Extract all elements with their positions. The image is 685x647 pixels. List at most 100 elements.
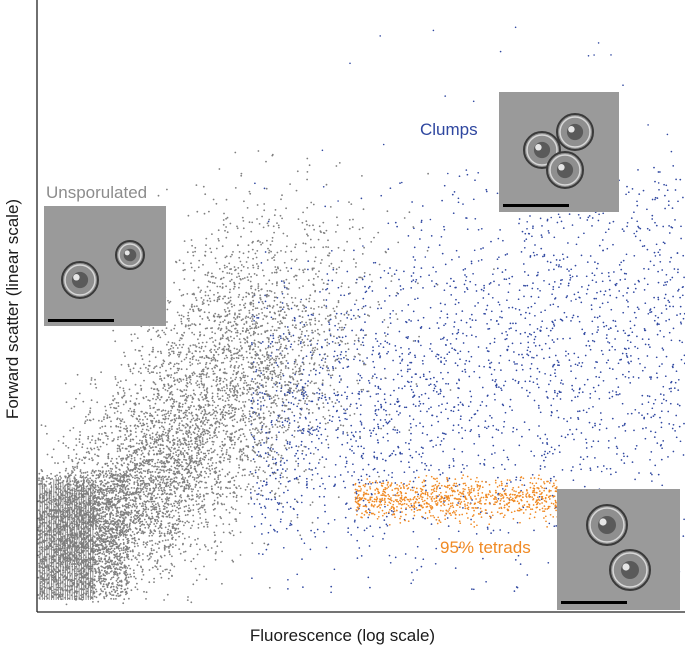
point-clumps [317, 448, 319, 451]
point-unsporulated [265, 440, 268, 443]
point-clumps [464, 429, 467, 432]
point-clumps [281, 404, 284, 407]
point-unsporulated [161, 329, 164, 332]
point-tetrads [545, 494, 548, 496]
point-clumps [434, 385, 437, 388]
point-unsporulated [199, 458, 202, 460]
point-clumps [390, 510, 393, 512]
point-clumps [644, 343, 647, 346]
point-clumps [634, 283, 636, 286]
point-clumps [392, 378, 395, 381]
point-tetrads [452, 484, 455, 487]
point-unsporulated [154, 471, 157, 473]
point-clumps [296, 405, 299, 408]
point-clumps [358, 393, 361, 395]
point-unsporulated [40, 532, 42, 535]
point-clumps [669, 402, 672, 405]
point-clumps [386, 524, 389, 527]
point-unsporulated [146, 418, 149, 421]
point-clumps [533, 529, 535, 532]
point-unsporulated [165, 453, 168, 456]
point-tetrads [405, 507, 407, 509]
point-clumps [333, 519, 336, 521]
point-unsporulated [304, 242, 307, 245]
point-clumps [623, 230, 625, 232]
point-clumps [412, 396, 414, 398]
point-clumps [673, 387, 676, 389]
point-unsporulated [104, 405, 107, 408]
point-unsporulated [218, 298, 221, 301]
point-clumps [610, 473, 612, 476]
point-clumps [467, 405, 470, 408]
point-clumps [514, 379, 517, 382]
point-clumps [444, 95, 447, 97]
point-tetrads [467, 506, 470, 509]
point-clumps [646, 248, 649, 251]
point-tetrads [470, 487, 473, 490]
point-clumps [396, 225, 398, 228]
point-clumps [347, 527, 350, 529]
point-clumps [527, 274, 530, 277]
point-unsporulated [151, 503, 154, 505]
point-unsporulated [181, 461, 183, 463]
point-unsporulated [255, 314, 258, 317]
point-clumps [448, 466, 451, 469]
point-tetrads [421, 481, 424, 484]
point-clumps [458, 175, 461, 178]
point-clumps [382, 436, 385, 439]
point-clumps [663, 242, 666, 245]
point-unsporulated [238, 309, 241, 312]
point-clumps [479, 462, 482, 465]
point-clumps [411, 571, 413, 574]
point-clumps [283, 462, 286, 464]
point-clumps [343, 412, 346, 415]
point-tetrads [435, 518, 438, 521]
point-tetrads [529, 495, 532, 498]
point-clumps [477, 302, 479, 304]
point-unsporulated [191, 424, 194, 427]
point-tetrads [459, 502, 462, 505]
point-unsporulated [318, 364, 321, 366]
point-tetrads [439, 491, 442, 494]
point-clumps [454, 303, 457, 306]
point-tetrads [420, 493, 422, 496]
point-clumps [421, 432, 424, 434]
point-clumps [649, 346, 651, 348]
point-unsporulated [200, 474, 202, 477]
point-unsporulated [115, 513, 118, 515]
point-clumps [608, 222, 611, 224]
point-clumps [635, 444, 638, 447]
point-clumps [592, 386, 595, 389]
point-clumps [424, 468, 426, 471]
point-clumps [357, 308, 360, 311]
point-clumps [665, 304, 667, 307]
point-clumps [308, 462, 311, 465]
point-clumps [562, 337, 564, 340]
point-tetrads [552, 503, 555, 505]
point-tetrads [447, 510, 449, 513]
point-clumps [469, 390, 472, 393]
point-unsporulated [173, 281, 176, 284]
point-clumps [589, 348, 592, 351]
point-clumps [324, 428, 327, 431]
point-clumps [334, 394, 337, 397]
point-clumps [441, 199, 443, 202]
point-clumps [522, 356, 524, 359]
point-clumps [344, 412, 347, 415]
point-clumps [425, 489, 427, 492]
point-clumps [550, 216, 552, 219]
point-clumps [328, 419, 331, 422]
point-clumps [462, 269, 465, 271]
point-tetrads [517, 486, 520, 488]
point-unsporulated [194, 419, 196, 422]
point-clumps [509, 398, 512, 401]
point-unsporulated [259, 298, 262, 301]
point-clumps [578, 388, 581, 391]
point-clumps [356, 407, 358, 409]
point-unsporulated [122, 478, 125, 481]
point-clumps [586, 288, 589, 291]
point-clumps [472, 100, 475, 103]
point-tetrads [356, 513, 358, 516]
point-clumps [439, 302, 442, 305]
point-clumps [460, 471, 463, 473]
